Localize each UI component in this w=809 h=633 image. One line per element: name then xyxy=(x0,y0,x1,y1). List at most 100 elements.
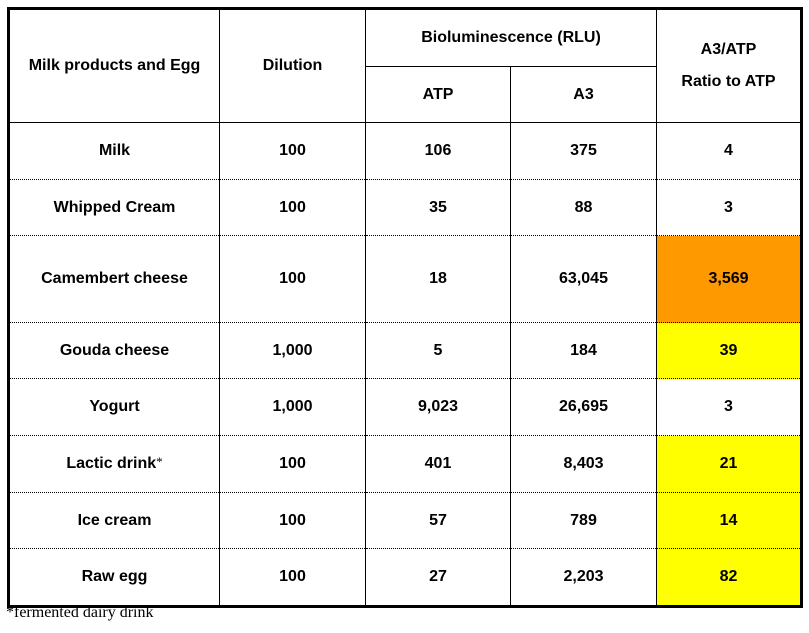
cell-product-text: Yogurt xyxy=(89,398,140,415)
cell-dilution-text: 100 xyxy=(279,455,306,472)
table-row: Camembert cheese 100 18 63,045 3,569 xyxy=(8,235,802,323)
cell-a3-text: 26,695 xyxy=(559,398,608,415)
cell-ratio-text: 3 xyxy=(724,198,733,216)
cell-ratio: 4 xyxy=(656,122,802,180)
cell-a3-text: 789 xyxy=(570,511,597,529)
cell-ratio-text: 82 xyxy=(719,568,738,585)
cell-ratio-text: 3 xyxy=(724,398,733,415)
cell-ratio-text: 39 xyxy=(719,341,738,359)
cell-dilution: 100 xyxy=(219,435,366,493)
cell-ratio-text: 21 xyxy=(719,455,738,472)
cell-a3: 26,695 xyxy=(510,378,657,436)
cell-atp: 35 xyxy=(365,179,511,236)
cell-atp-text: 9,023 xyxy=(417,398,459,415)
cell-ratio-text: 3,569 xyxy=(708,270,749,287)
cell-ratio: 82 xyxy=(656,548,802,607)
cell-atp-text: 106 xyxy=(424,142,452,159)
cell-ratio-text: 4 xyxy=(724,142,733,159)
header-ratio: A3/ATP Ratio to ATP xyxy=(656,8,802,123)
cell-a3: 88 xyxy=(510,179,657,236)
cell-ratio: 39 xyxy=(656,322,802,379)
cell-product-text: Milk xyxy=(98,142,131,159)
cell-a3-text: 88 xyxy=(574,198,593,216)
cell-a3: 2,203 xyxy=(510,548,657,607)
table-row: Gouda cheese 1,000 5 184 39 xyxy=(8,322,802,379)
cell-atp-text: 35 xyxy=(429,198,447,216)
cell-dilution: 1,000 xyxy=(219,322,366,379)
cell-dilution: 1,000 xyxy=(219,378,366,436)
cell-product-text: Gouda cheese xyxy=(59,341,170,359)
cell-product: Camembert cheese xyxy=(8,235,220,323)
cell-a3: 184 xyxy=(510,322,657,379)
footnote-marker: * xyxy=(156,454,163,469)
cell-dilution-text: 100 xyxy=(279,568,306,585)
cell-product-text: Raw egg xyxy=(81,568,148,585)
footnote: *fermented dairy drink xyxy=(6,604,154,621)
cell-atp-text: 57 xyxy=(429,511,447,529)
cell-dilution-text: 100 xyxy=(279,198,306,216)
cell-ratio-text: 14 xyxy=(719,511,738,529)
cell-a3: 789 xyxy=(510,492,657,549)
cell-dilution: 100 xyxy=(219,122,366,180)
header-dilution: Dilution xyxy=(219,8,366,123)
cell-a3-text: 2,203 xyxy=(563,568,604,585)
table-row: Milk 100 106 375 4 xyxy=(8,122,802,180)
cell-product: Whipped Cream xyxy=(8,179,220,236)
cell-product: Ice cream xyxy=(8,492,220,549)
cell-product-text: Camembert cheese xyxy=(41,270,188,287)
cell-ratio: 3 xyxy=(656,179,802,236)
cell-atp: 106 xyxy=(365,122,511,180)
cell-a3-text: 375 xyxy=(570,142,597,159)
cell-atp: 57 xyxy=(365,492,511,549)
cell-a3-text: 63,045 xyxy=(559,270,608,287)
cell-atp-text: 401 xyxy=(424,455,452,472)
cell-ratio: 3,569 xyxy=(656,235,802,323)
cell-atp: 5 xyxy=(365,322,511,379)
cell-atp: 18 xyxy=(365,235,511,323)
cell-a3-text: 8,403 xyxy=(563,455,604,472)
cell-a3: 63,045 xyxy=(510,235,657,323)
table-body: Milk 100 106 375 4 Whipped Cream 100 35 88 3 Camem… xyxy=(8,122,802,607)
header-bioluminescence: Bioluminescence (RLU) xyxy=(365,8,657,67)
table-row: Raw egg 100 27 2,203 82 xyxy=(8,548,802,607)
cell-dilution: 100 xyxy=(219,492,366,549)
cell-product: Gouda cheese xyxy=(8,322,220,379)
cell-dilution: 100 xyxy=(219,179,366,236)
cell-a3: 8,403 xyxy=(510,435,657,493)
cell-dilution: 100 xyxy=(219,235,366,323)
header-atp: ATP xyxy=(365,66,511,123)
cell-product-text: Lactic drink xyxy=(66,455,157,472)
cell-product: Milk xyxy=(8,122,220,180)
cell-dilution: 100 xyxy=(219,548,366,607)
cell-atp-text: 27 xyxy=(429,568,447,585)
header-product: Milk products and Egg xyxy=(8,8,220,123)
cell-product: Lactic drink* xyxy=(8,435,220,493)
cell-ratio: 3 xyxy=(656,378,802,436)
cell-product-text: Ice cream xyxy=(77,511,152,529)
header-ratio-line1: A3/ATP xyxy=(700,41,757,58)
table-row: Yogurt 1,000 9,023 26,695 3 xyxy=(8,378,802,436)
header-a3: A3 xyxy=(510,66,657,123)
header-ratio-line2: Ratio to ATP xyxy=(681,73,776,90)
cell-atp: 9,023 xyxy=(365,378,511,436)
cell-product: Yogurt xyxy=(8,378,220,436)
results-table: Milk products and Egg Dilution Biolumine… xyxy=(7,7,803,608)
table-row: Lactic drink* 100 401 8,403 21 xyxy=(8,435,802,493)
cell-atp: 27 xyxy=(365,548,511,607)
cell-ratio: 21 xyxy=(656,435,802,493)
cell-atp: 401 xyxy=(365,435,511,493)
cell-product-text: Whipped Cream xyxy=(53,198,176,216)
cell-dilution-text: 100 xyxy=(279,511,306,529)
cell-product: Raw egg xyxy=(8,548,220,607)
cell-atp-text: 5 xyxy=(433,341,443,359)
table-row: Ice cream 100 57 789 14 xyxy=(8,492,802,549)
cell-atp-text: 18 xyxy=(429,270,447,287)
cell-a3-text: 184 xyxy=(570,341,597,359)
cell-dilution-text: 1,000 xyxy=(272,398,313,415)
cell-dilution-text: 1,000 xyxy=(272,341,313,359)
cell-dilution-text: 100 xyxy=(279,270,306,287)
cell-dilution-text: 100 xyxy=(279,142,306,159)
table-row: Whipped Cream 100 35 88 3 xyxy=(8,179,802,236)
cell-a3: 375 xyxy=(510,122,657,180)
cell-ratio: 14 xyxy=(656,492,802,549)
